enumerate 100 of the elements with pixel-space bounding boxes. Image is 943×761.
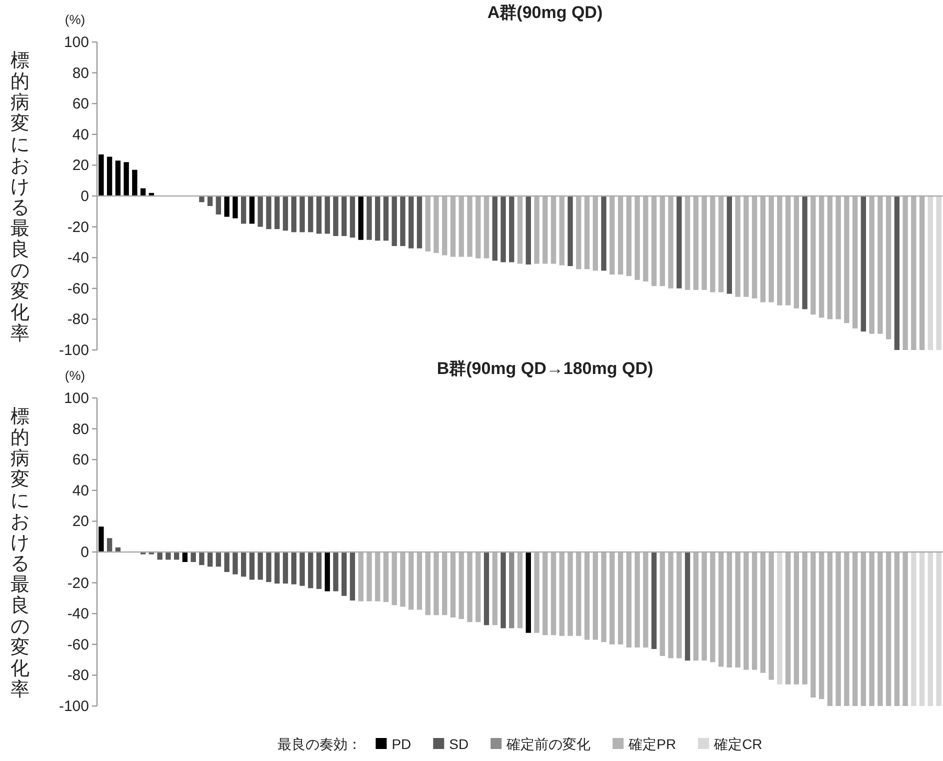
y-tick-label: 40 xyxy=(72,482,89,500)
y-tick-label: -40 xyxy=(67,250,89,267)
legend-label: PD xyxy=(392,736,412,752)
y-tick-label: 100 xyxy=(64,390,89,407)
bar xyxy=(919,552,925,706)
y-tick-label: 0 xyxy=(80,544,89,561)
text: (%) xyxy=(64,368,86,383)
y-tick-label: -40 xyxy=(67,606,89,623)
bar xyxy=(316,196,322,234)
bar xyxy=(106,538,112,552)
bar xyxy=(300,196,305,232)
bar xyxy=(308,552,314,588)
bar xyxy=(240,196,246,224)
y-tick-label: -60 xyxy=(67,636,89,654)
bar xyxy=(526,552,531,633)
bar xyxy=(106,156,112,196)
bar xyxy=(232,552,238,574)
bar xyxy=(274,196,280,230)
legend-title: 最良の奏効： xyxy=(278,736,362,752)
bar xyxy=(207,552,213,567)
bar xyxy=(316,552,322,589)
legend-label: 確定前の変化 xyxy=(506,736,591,752)
text: (%) xyxy=(64,12,86,27)
bar xyxy=(509,196,514,262)
bar xyxy=(936,196,942,350)
bar xyxy=(568,196,573,266)
y-tick-label: -60 xyxy=(67,280,89,298)
bar xyxy=(333,552,338,592)
y-tick-label: -80 xyxy=(67,311,89,328)
bar xyxy=(190,552,196,562)
bar xyxy=(684,552,690,661)
bar xyxy=(132,170,138,196)
bar xyxy=(350,196,356,238)
y-tick-label: 0 xyxy=(80,188,89,205)
bar xyxy=(408,196,414,248)
bar xyxy=(98,526,104,552)
legend-label: SD xyxy=(449,736,469,752)
bar xyxy=(928,196,934,350)
bar xyxy=(400,196,406,246)
bar xyxy=(936,552,942,706)
bar xyxy=(291,196,296,232)
bar xyxy=(249,552,255,580)
bar xyxy=(291,552,296,584)
bar xyxy=(308,196,314,232)
bar xyxy=(182,552,188,562)
bar xyxy=(124,162,129,196)
bar xyxy=(392,196,397,246)
bar xyxy=(240,552,246,577)
bar xyxy=(601,196,606,271)
bar xyxy=(266,196,272,230)
bar xyxy=(300,552,305,586)
bar xyxy=(157,552,162,560)
bar xyxy=(216,196,222,214)
bar xyxy=(216,552,222,567)
bar xyxy=(509,552,514,628)
bar xyxy=(358,196,364,240)
bar xyxy=(199,196,204,202)
bar xyxy=(258,196,263,227)
bar xyxy=(894,196,900,350)
bar xyxy=(860,196,866,332)
bar xyxy=(199,552,204,566)
bar xyxy=(266,552,272,582)
bar xyxy=(224,196,230,217)
bar xyxy=(166,552,171,560)
y-tick-label: 60 xyxy=(72,96,89,113)
y-tick-label: -100 xyxy=(58,342,89,359)
y-tick-label: 20 xyxy=(72,513,89,530)
bar xyxy=(726,196,732,294)
bar xyxy=(274,552,280,584)
bar xyxy=(676,196,682,288)
bar xyxy=(526,196,531,265)
bar xyxy=(350,552,356,601)
bar xyxy=(224,552,230,572)
text: 標的病変における最良の変化率 xyxy=(10,406,30,700)
bar xyxy=(416,196,422,248)
bar xyxy=(802,196,808,310)
bar xyxy=(500,196,506,262)
chart-title: B群(90mg QD→180mg QD) xyxy=(436,359,654,378)
y-tick-label: -20 xyxy=(67,574,89,592)
bar xyxy=(232,196,238,218)
y-tick-label: 60 xyxy=(72,452,89,469)
y-tick-label: -80 xyxy=(67,667,89,684)
y-tick-label: 80 xyxy=(72,64,89,82)
bar xyxy=(492,196,498,261)
y-tick-label: 100 xyxy=(64,34,89,51)
bar xyxy=(928,552,934,706)
bar xyxy=(115,160,121,196)
bar xyxy=(651,552,657,650)
bar xyxy=(911,552,916,706)
y-tick-label: -20 xyxy=(67,218,89,236)
bar xyxy=(258,552,263,580)
bar xyxy=(383,196,389,241)
bar xyxy=(98,154,104,196)
bar xyxy=(324,552,330,592)
bar xyxy=(282,552,288,584)
y-tick-label: 20 xyxy=(72,157,89,174)
y-tick-label: 40 xyxy=(72,126,89,144)
bar xyxy=(324,196,330,234)
bar xyxy=(207,196,213,206)
bar xyxy=(484,552,490,626)
